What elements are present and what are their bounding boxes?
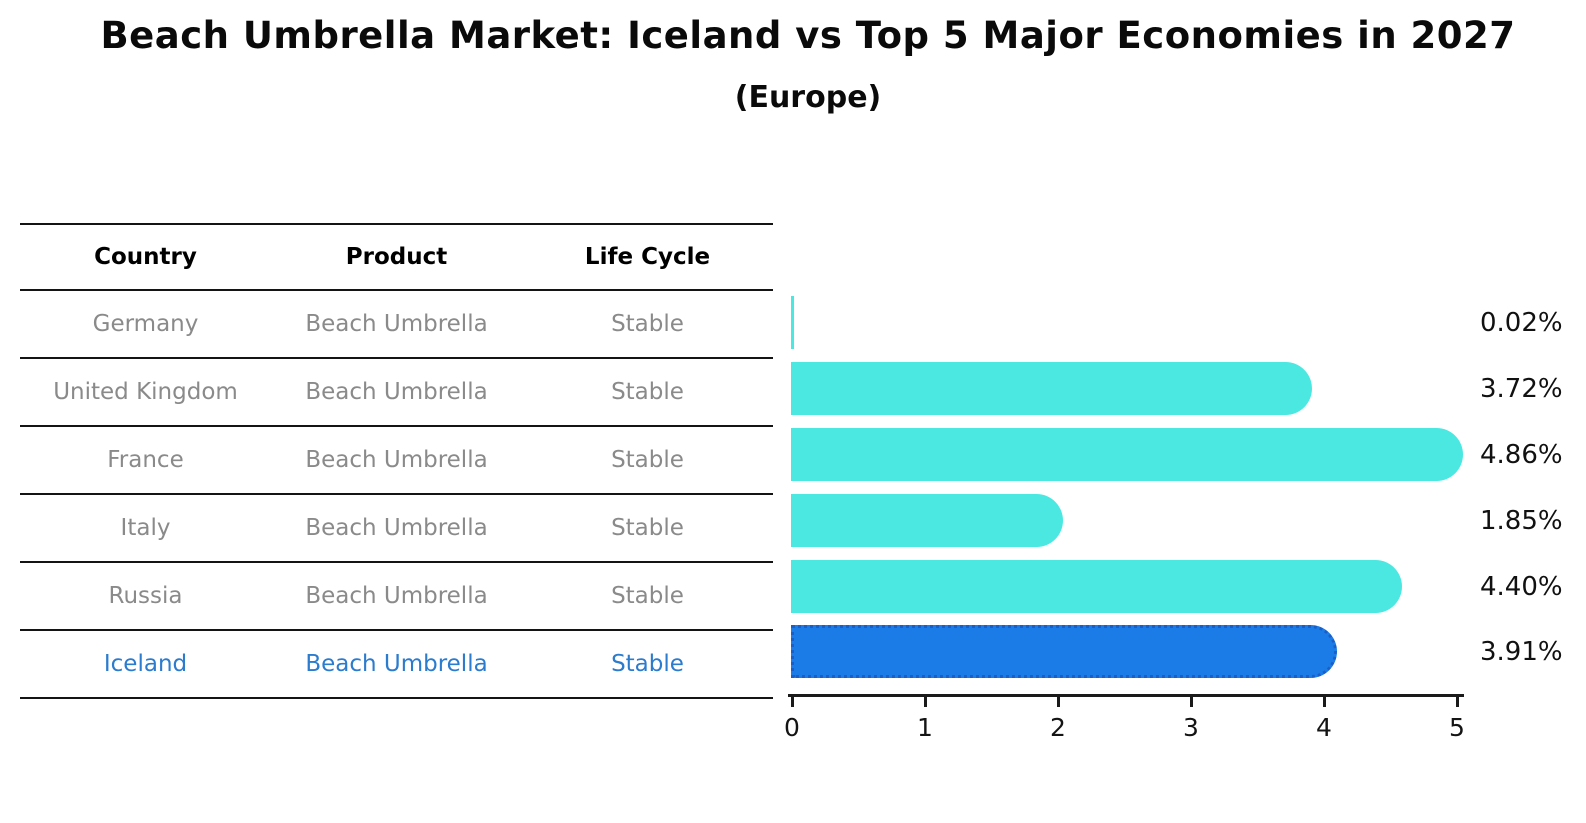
cell-life-cycle: Stable	[611, 583, 684, 609]
table-header-row: Country Product Life Cycle	[20, 223, 773, 291]
x-axis-tick-4	[1323, 697, 1326, 707]
cell-life-cycle: Stable	[611, 447, 684, 473]
cell-life-cycle: Stable	[611, 379, 684, 405]
table-row-united-kingdom: United Kingdom Beach Umbrella Stable	[20, 359, 773, 427]
x-axis-ticklabel-5: 5	[1449, 713, 1465, 742]
cell-country: Iceland	[103, 651, 188, 677]
x-axis-tick-0	[791, 697, 794, 707]
table-row-iceland-highlighted: Iceland Beach Umbrella Stable	[20, 631, 773, 699]
country-table: Country Product Life Cycle Germany Beach…	[20, 223, 773, 699]
cell-country: France	[107, 447, 184, 473]
cell-product: Beach Umbrella	[305, 311, 488, 337]
value-label-france: 4.86%	[1480, 439, 1563, 470]
cell-country: Germany	[92, 311, 199, 337]
cell-product: Beach Umbrella	[305, 651, 488, 677]
bar-row-united-kingdom	[791, 362, 1491, 415]
x-axis-ticklabel-3: 3	[1183, 713, 1199, 742]
x-axis-tick-2	[1057, 697, 1060, 707]
bar-germany	[791, 296, 794, 349]
bar-italy	[791, 494, 1064, 547]
value-label-germany: 0.02%	[1480, 307, 1563, 338]
cell-product: Beach Umbrella	[305, 379, 488, 405]
x-axis-ticklabel-2: 2	[1050, 713, 1066, 742]
bar-row-germany	[791, 296, 1491, 349]
column-header-country: Country	[94, 244, 197, 270]
cell-product: Beach Umbrella	[305, 515, 488, 541]
chart-title: Beach Umbrella Market: Iceland vs Top 5 …	[100, 14, 1516, 57]
bar-row-italy	[791, 494, 1491, 547]
chart-subtitle: (Europe)	[734, 80, 882, 115]
bar-russia	[791, 560, 1403, 613]
cell-country: United Kingdom	[53, 379, 238, 405]
cell-product: Beach Umbrella	[305, 583, 488, 609]
table-row-russia: Russia Beach Umbrella Stable	[20, 563, 773, 631]
value-label-italy: 1.85%	[1480, 505, 1563, 536]
bar-row-iceland	[791, 625, 1491, 678]
cell-country: Russia	[108, 583, 183, 609]
column-header-product: Product	[345, 244, 448, 270]
x-axis-ticklabel-4: 4	[1316, 713, 1332, 742]
x-axis-tick-5	[1456, 697, 1459, 707]
value-label-iceland: 3.91%	[1480, 636, 1563, 667]
table-row-italy: Italy Beach Umbrella Stable	[20, 495, 773, 563]
bar-row-france	[791, 428, 1491, 481]
cell-country: Italy	[120, 515, 171, 541]
cell-life-cycle: Stable	[611, 651, 684, 677]
table-row-france: France Beach Umbrella Stable	[20, 427, 773, 495]
cell-product: Beach Umbrella	[305, 447, 488, 473]
value-label-united-kingdom: 3.72%	[1480, 373, 1563, 404]
x-axis-line	[788, 694, 1464, 697]
bar-row-russia	[791, 560, 1491, 613]
table-row-germany: Germany Beach Umbrella Stable	[20, 291, 773, 359]
x-axis-ticklabel-0: 0	[784, 713, 800, 742]
cell-life-cycle: Stable	[611, 515, 684, 541]
x-axis-tick-3	[1190, 697, 1193, 707]
value-label-russia: 4.40%	[1480, 571, 1563, 602]
column-header-life-cycle: Life Cycle	[584, 244, 711, 270]
bar-iceland-highlighted	[791, 625, 1338, 678]
x-axis-tick-1	[924, 697, 927, 707]
bar-united-kingdom	[791, 362, 1312, 415]
bar-france	[791, 428, 1464, 481]
cell-life-cycle: Stable	[611, 311, 684, 337]
x-axis-ticklabel-1: 1	[917, 713, 933, 742]
